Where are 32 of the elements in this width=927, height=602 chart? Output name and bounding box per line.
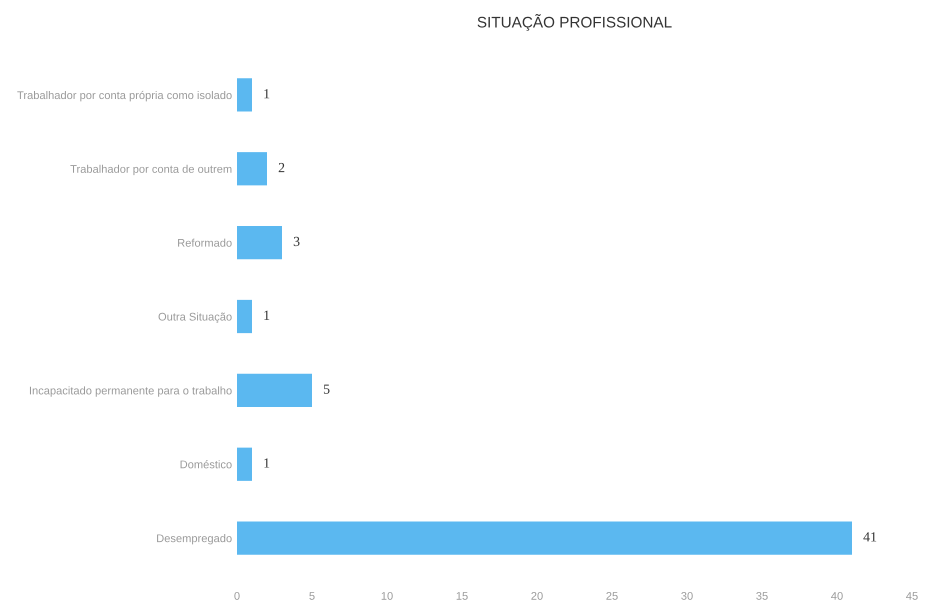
x-tick-label: 5 <box>309 592 315 600</box>
data-label: 1 <box>264 89 270 98</box>
bar <box>237 78 252 112</box>
y-tick-label: Outra Situação <box>158 312 232 323</box>
y-tick-label: Incapacitado permanente para o trabalho <box>30 386 232 397</box>
data-label: 1 <box>264 310 270 320</box>
x-tick-label: 15 <box>456 592 468 600</box>
chart-title: SITUAÇÃO PROFISSIONAL <box>478 14 672 31</box>
x-tick-label: 20 <box>531 592 543 600</box>
x-tick-label: 40 <box>831 592 843 600</box>
x-tick-label: 0 <box>234 592 240 600</box>
data-label: 3 <box>294 236 300 246</box>
y-tick-label: Reformado <box>178 238 232 247</box>
bar <box>237 226 282 260</box>
x-tick-label: 25 <box>606 592 618 600</box>
bar <box>237 374 312 407</box>
y-tick-label: Trabalhador por conta de outrem <box>70 164 232 176</box>
y-tick-label: Desempregado <box>157 534 232 544</box>
bar <box>237 152 267 186</box>
x-tick-label: 45 <box>906 592 918 600</box>
x-tick-label: 10 <box>382 592 393 600</box>
data-label: 2 <box>278 162 284 172</box>
bar <box>237 300 252 334</box>
data-label: 1 <box>264 458 270 468</box>
data-label: 5 <box>324 384 330 394</box>
y-tick-label: Doméstico <box>180 460 232 468</box>
bar <box>237 521 852 555</box>
x-tick-label: 30 <box>681 592 693 600</box>
bar <box>237 448 252 481</box>
x-tick-label: 35 <box>756 592 768 600</box>
y-tick-label: Trabalhador por conta própria como isolado <box>17 90 232 102</box>
data-label: 41 <box>863 532 876 542</box>
